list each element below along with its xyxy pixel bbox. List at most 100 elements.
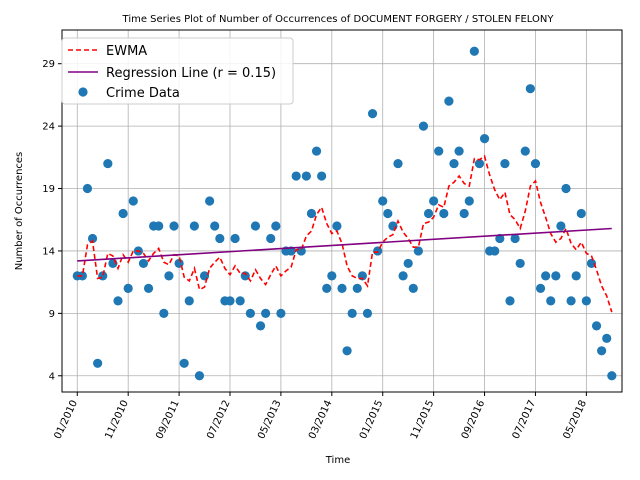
crime-data-point	[225, 296, 235, 306]
y-tick-label: 19	[42, 184, 55, 195]
crime-data-point	[230, 233, 240, 244]
crime-data-point	[383, 208, 393, 219]
y-tick-label: 24	[42, 122, 55, 133]
crime-data-point	[423, 208, 434, 219]
y-tick-label: 14	[42, 246, 55, 257]
legend-swatch-crime-data	[78, 87, 88, 97]
crime-data-point	[154, 221, 164, 231]
crime-data-point	[525, 84, 535, 94]
crime-data-point	[362, 308, 373, 318]
crime-data-point	[479, 134, 490, 144]
crime-data-point	[77, 271, 87, 281]
y-axis-label: Number of Occurrences	[14, 152, 25, 271]
crime-data-point	[434, 146, 444, 156]
ewma-line	[77, 154, 613, 313]
plot-frame	[61, 29, 623, 393]
crime-data-point	[398, 271, 408, 281]
y-tick-label: 29	[42, 59, 55, 70]
crime-data-point	[454, 146, 464, 156]
crime-data-point	[352, 283, 362, 293]
crime-data-point	[159, 308, 169, 318]
crime-data-point	[602, 333, 612, 343]
crime-data-point	[138, 258, 149, 269]
crime-data-point	[342, 346, 352, 356]
crime-data-point	[184, 296, 194, 306]
crime-data-point	[301, 171, 311, 181]
crime-data-point	[556, 221, 566, 231]
crime-data-point	[235, 296, 245, 306]
crime-data-point	[505, 296, 515, 306]
crime-data-point	[291, 171, 301, 181]
crime-data-point	[128, 196, 138, 206]
crime-data-point	[347, 308, 357, 318]
crime-data-point	[179, 358, 189, 368]
crime-data-point	[210, 221, 220, 231]
crime-data-point	[123, 283, 133, 293]
crime-data-point	[103, 158, 113, 169]
crime-data-point	[571, 271, 581, 281]
crime-data-point	[551, 271, 561, 281]
x-axis-label: Time	[325, 455, 350, 466]
crime-data-point	[261, 308, 271, 318]
crime-data-point	[469, 46, 479, 56]
regression-line	[77, 227, 612, 262]
legend-box	[61, 37, 294, 105]
crime-data-point	[118, 208, 128, 219]
crime-data-point	[566, 296, 576, 306]
crime-data-point	[561, 183, 571, 194]
legend-label-crime-data: Crime Data	[106, 86, 180, 101]
legend-label-ewma: EWMA	[106, 44, 147, 59]
crime-data-point	[449, 158, 459, 169]
crime-data-point	[408, 283, 418, 293]
crime-data-point	[510, 233, 520, 244]
crime-data-point	[586, 258, 597, 269]
crime-data-point	[143, 283, 154, 293]
crime-data-point	[500, 158, 510, 169]
crime-data-point	[250, 221, 261, 231]
crime-data-point	[439, 208, 449, 219]
crime-data-point	[169, 221, 179, 231]
legend: EWMA Regression Line (r = 0.15) Crime Da…	[61, 37, 294, 105]
crime-data-point	[87, 233, 98, 244]
crime-data-point	[515, 258, 525, 269]
crime-data-point	[581, 296, 591, 306]
crime-data-point	[520, 146, 530, 156]
crime-data-point	[597, 346, 607, 356]
crime-data-point	[413, 246, 423, 256]
crime-data-point	[541, 271, 551, 281]
crime-data-point	[113, 296, 123, 306]
crime-data-point	[535, 283, 546, 293]
crime-data-point	[444, 96, 454, 106]
crime-data-point	[576, 208, 586, 219]
chart-title: Time Series Plot of Number of Occurrence…	[122, 14, 555, 25]
crime-data-point	[367, 109, 378, 119]
data-layer	[72, 46, 617, 381]
crime-data-point	[332, 221, 342, 231]
crime-data-point	[255, 321, 266, 331]
crime-data-point	[530, 158, 541, 169]
crime-data-point	[464, 196, 474, 206]
crime-data-point	[93, 358, 103, 368]
crime-data-point	[276, 308, 286, 318]
crime-data-point	[591, 321, 602, 331]
crime-data-point	[98, 271, 108, 281]
crime-data-point	[311, 146, 322, 156]
crime-data-point	[607, 371, 617, 381]
crime-data-point	[296, 246, 306, 256]
crime-data-point	[271, 221, 281, 231]
crime-data-point	[474, 158, 485, 169]
y-tick-label: 9	[49, 309, 55, 320]
crime-data-point	[337, 283, 347, 293]
crime-data-point	[205, 196, 215, 206]
crime-data-point	[403, 258, 413, 269]
crime-data-point	[266, 233, 276, 244]
crime-data-point	[164, 271, 174, 281]
crime-data-point	[429, 196, 439, 206]
crime-data-point	[459, 208, 469, 219]
crime-data-point	[82, 183, 93, 194]
crime-data-point	[327, 271, 337, 281]
crime-data-point	[194, 371, 205, 381]
crime-data-point	[490, 246, 500, 256]
crime-data-point	[388, 221, 398, 231]
